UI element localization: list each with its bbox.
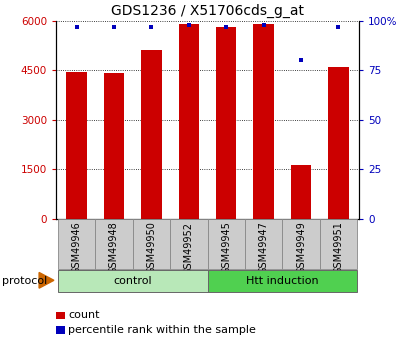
Text: GSM49951: GSM49951 [333,221,343,275]
Text: GSM49949: GSM49949 [296,221,306,274]
Title: GDS1236 / X51706cds_g_at: GDS1236 / X51706cds_g_at [111,4,304,18]
Bar [104,73,124,219]
FancyBboxPatch shape [282,219,320,269]
Point [335,24,342,29]
FancyBboxPatch shape [208,270,357,292]
FancyBboxPatch shape [170,219,208,269]
FancyBboxPatch shape [133,219,170,269]
Point [111,24,117,29]
FancyBboxPatch shape [320,219,357,269]
Bar [253,24,274,219]
Text: GSM49948: GSM49948 [109,221,119,274]
Point [223,24,229,29]
FancyBboxPatch shape [208,219,245,269]
Text: percentile rank within the sample: percentile rank within the sample [68,325,256,335]
Bar [141,50,162,219]
Polygon shape [39,273,54,288]
Text: GSM49950: GSM49950 [146,221,156,275]
Bar [216,27,237,219]
FancyBboxPatch shape [245,219,282,269]
Point [73,24,80,29]
Point [260,22,267,28]
Bar [328,67,349,219]
Text: GSM49947: GSM49947 [259,221,269,275]
Text: GSM49946: GSM49946 [72,221,82,274]
Point [298,58,304,63]
Bar [291,165,311,219]
Text: count: count [68,310,100,320]
Bar [178,24,199,219]
Text: protocol: protocol [2,276,47,286]
Point [148,24,155,29]
Point [186,22,192,28]
Text: Htt induction: Htt induction [246,276,319,286]
FancyBboxPatch shape [58,219,95,269]
FancyBboxPatch shape [95,219,133,269]
FancyBboxPatch shape [58,270,208,292]
Text: GSM49945: GSM49945 [221,221,231,275]
Text: control: control [113,276,152,286]
Text: GSM49952: GSM49952 [184,221,194,275]
Bar [66,72,87,219]
